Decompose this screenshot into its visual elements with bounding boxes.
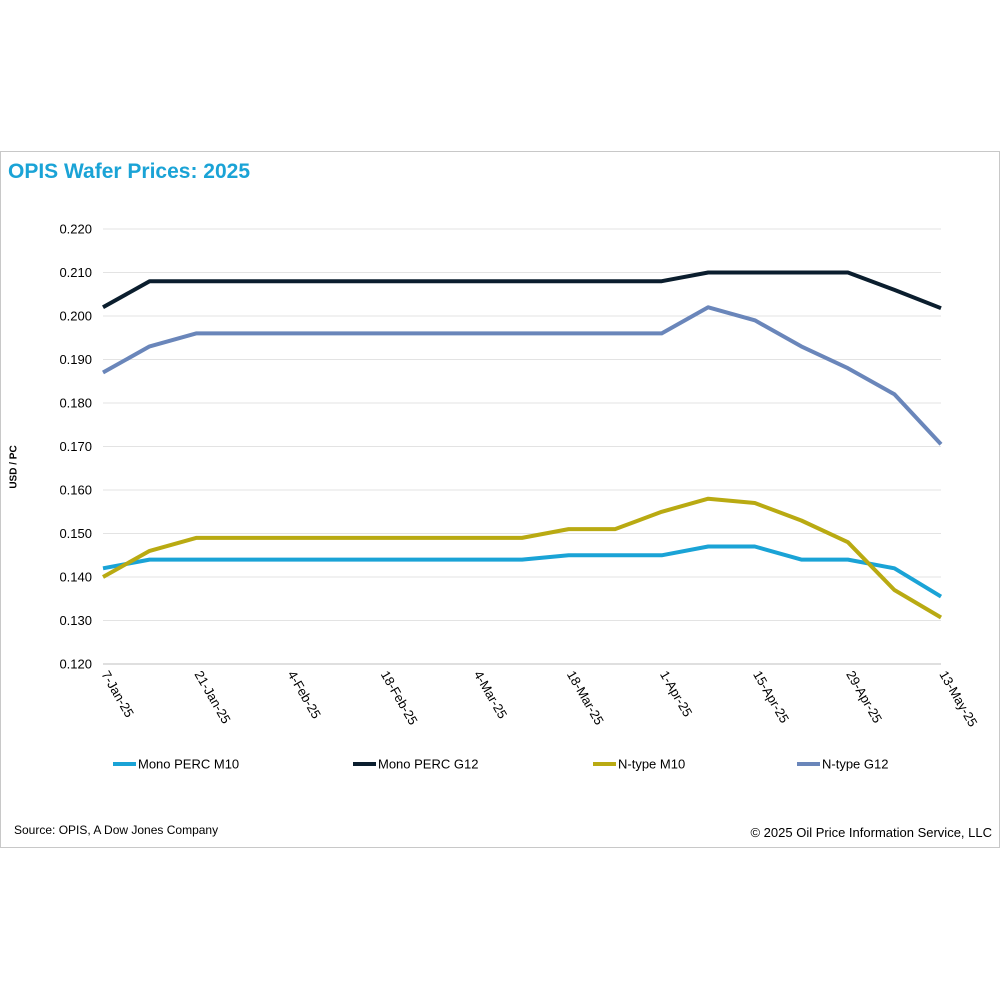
legend-item: Mono PERC G12 (353, 757, 478, 772)
series-line (102, 270, 942, 311)
legend-label: Mono PERC M10 (138, 757, 239, 772)
legend-item: Mono PERC M10 (113, 757, 239, 772)
series-line (102, 305, 943, 446)
y-tick-label: 0.190 (59, 352, 92, 367)
chart-title: OPIS Wafer Prices: 2025 (8, 160, 251, 183)
series-line (102, 496, 943, 620)
x-tick-label: 7-Jan-25 (98, 668, 137, 720)
chart-frame (0, 151, 1000, 848)
legend-label: N-type G12 (822, 757, 888, 772)
legend-label: Mono PERC G12 (378, 757, 478, 772)
x-tick-label: 13-May-25 (936, 668, 980, 729)
y-tick-label: 0.210 (59, 265, 92, 280)
legend-item: N-type M10 (593, 757, 685, 772)
x-tick-labels: 7-Jan-25 21-Jan-25 4-Feb-25 18-Feb-25 4-Mar-… (98, 668, 980, 729)
legend-item: N-type G12 (797, 757, 888, 772)
x-tick-label: 15-Apr-25 (750, 668, 792, 726)
x-tick-label: 18-Mar-25 (564, 668, 607, 727)
y-tick-label: 0.160 (59, 483, 92, 498)
y-tick-label: 0.140 (59, 570, 92, 585)
copyright-note: © 2025 Oil Price Information Service, LL… (750, 825, 992, 840)
y-tick-label: 0.200 (59, 309, 92, 324)
x-tick-label: 4-Mar-25 (471, 668, 510, 721)
y-tick-labels: 0.120 0.130 0.140 0.150 0.160 0.170 0.180 0.190… (59, 222, 92, 672)
x-tick-label: 18-Feb-25 (378, 668, 421, 727)
legend: Mono PERC M10 Mono PERC G12 N-type M10 N-ty… (113, 757, 888, 772)
x-tick-label: 4-Feb-25 (285, 668, 324, 721)
y-tick-label: 0.130 (59, 613, 92, 628)
y-tick-label: 0.180 (59, 396, 92, 411)
y-tick-label: 0.150 (59, 526, 92, 541)
source-note: Source: OPIS, A Dow Jones Company (14, 823, 219, 837)
x-tick-label: 1-Apr-25 (657, 668, 695, 719)
legend-label: N-type M10 (618, 757, 685, 772)
gridlines (103, 228, 941, 665)
x-tick-label: 21-Jan-25 (192, 668, 234, 726)
series-lines (102, 270, 943, 620)
y-tick-label: 0.170 (59, 439, 92, 454)
series-line (102, 544, 943, 599)
y-tick-label: 0.120 (59, 657, 92, 672)
x-tick-label: 29-Apr-25 (843, 668, 885, 726)
y-tick-label: 0.220 (59, 222, 92, 237)
